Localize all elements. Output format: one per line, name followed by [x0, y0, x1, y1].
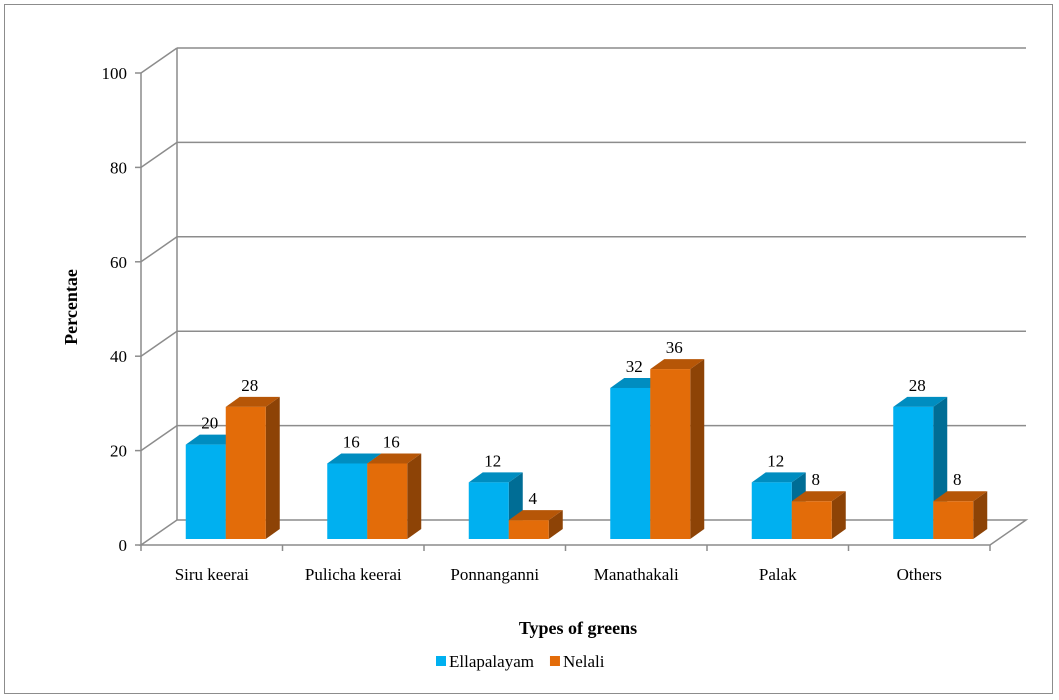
bar-top — [327, 453, 382, 464]
bar-nelali-3 — [650, 359, 705, 539]
bar-top — [893, 396, 948, 407]
bar-top — [751, 472, 806, 483]
category-label: Manathakali — [594, 565, 679, 584]
data-label: 12 — [767, 451, 784, 470]
legend-item-ellapalayam: Ellapalayam — [436, 652, 534, 671]
data-label: 4 — [529, 489, 538, 508]
gridline-side — [140, 236, 178, 263]
bar-side — [973, 491, 988, 539]
bar-front — [610, 387, 651, 539]
category-label: Palak — [759, 565, 797, 584]
y-tick-label: 0 — [119, 536, 128, 555]
legend-item-nelali: Nelali — [549, 652, 605, 671]
chart-frame — [4, 4, 1053, 694]
bar-nelali-5 — [933, 491, 988, 539]
bar-top — [933, 491, 988, 502]
data-label: 8 — [953, 470, 962, 489]
bar-front — [468, 482, 509, 539]
y-tick-label: 100 — [102, 64, 128, 83]
bar-front — [367, 463, 408, 539]
legend-swatch — [549, 656, 560, 666]
category-labels: Siru keerai Pulicha keerai Ponnanganni Mana… — [175, 565, 942, 584]
legend: Ellapalayam Nelali — [436, 652, 605, 671]
data-label: 16 — [343, 432, 360, 451]
bar-nelali-0 — [225, 396, 280, 539]
data-labels: 20 28 16 16 12 4 32 36 12 8 28 8 — [201, 338, 961, 508]
data-label: 32 — [626, 357, 643, 376]
bar-side — [831, 491, 846, 539]
bar-front — [933, 501, 974, 539]
bar-side — [265, 396, 280, 539]
data-label: 28 — [909, 376, 926, 395]
bar-front — [508, 520, 549, 539]
y-tick-label: 60 — [110, 253, 127, 272]
bar-side — [690, 359, 705, 539]
bar-front — [650, 369, 691, 539]
y-tick-label: 20 — [110, 442, 127, 461]
bar-nelali-2 — [508, 510, 563, 539]
category-label: Pulicha keerai — [305, 565, 402, 584]
bar-nelali-1 — [367, 453, 422, 539]
data-label: 28 — [241, 376, 258, 395]
data-label: 12 — [484, 451, 501, 470]
bar-front — [185, 444, 226, 539]
data-label: 36 — [666, 338, 683, 357]
bar-top — [508, 510, 563, 521]
y-axis-title: Percentae — [61, 269, 81, 345]
bar-front — [225, 406, 266, 539]
legend-label: Nelali — [563, 652, 605, 671]
gridline-side — [140, 424, 178, 452]
category-label: Siru keerai — [175, 565, 249, 584]
bar-nelali-4 — [791, 491, 846, 539]
legend-swatch — [436, 656, 446, 666]
y-axis-ticks: 0 20 40 60 80 100 — [102, 64, 141, 555]
gridline-side — [140, 47, 178, 74]
bar-top — [367, 453, 422, 464]
gridline-side — [140, 330, 178, 357]
y-tick-label: 40 — [110, 347, 127, 366]
bar-front — [791, 501, 832, 539]
bars — [185, 359, 988, 539]
x-axis-title: Types of greens — [519, 618, 637, 638]
category-label: Ponnanganni — [450, 565, 539, 584]
bar-top — [791, 491, 846, 502]
category-label: Others — [897, 565, 942, 584]
data-label: 20 — [201, 414, 218, 433]
bar-front — [893, 406, 934, 539]
chart-walls — [138, 48, 1029, 551]
bar-front — [751, 482, 792, 539]
gridline-side — [140, 141, 178, 169]
legend-label: Ellapalayam — [449, 652, 534, 671]
y-tick-label: 80 — [110, 158, 127, 177]
bar-top — [468, 472, 523, 483]
bar-side — [407, 453, 422, 539]
gridlines — [140, 47, 1026, 452]
bar-front — [327, 463, 368, 539]
data-label: 16 — [383, 432, 400, 451]
bar-top — [650, 359, 705, 370]
data-label: 8 — [812, 470, 821, 489]
bar-top — [225, 396, 280, 407]
bar-side — [548, 510, 563, 539]
